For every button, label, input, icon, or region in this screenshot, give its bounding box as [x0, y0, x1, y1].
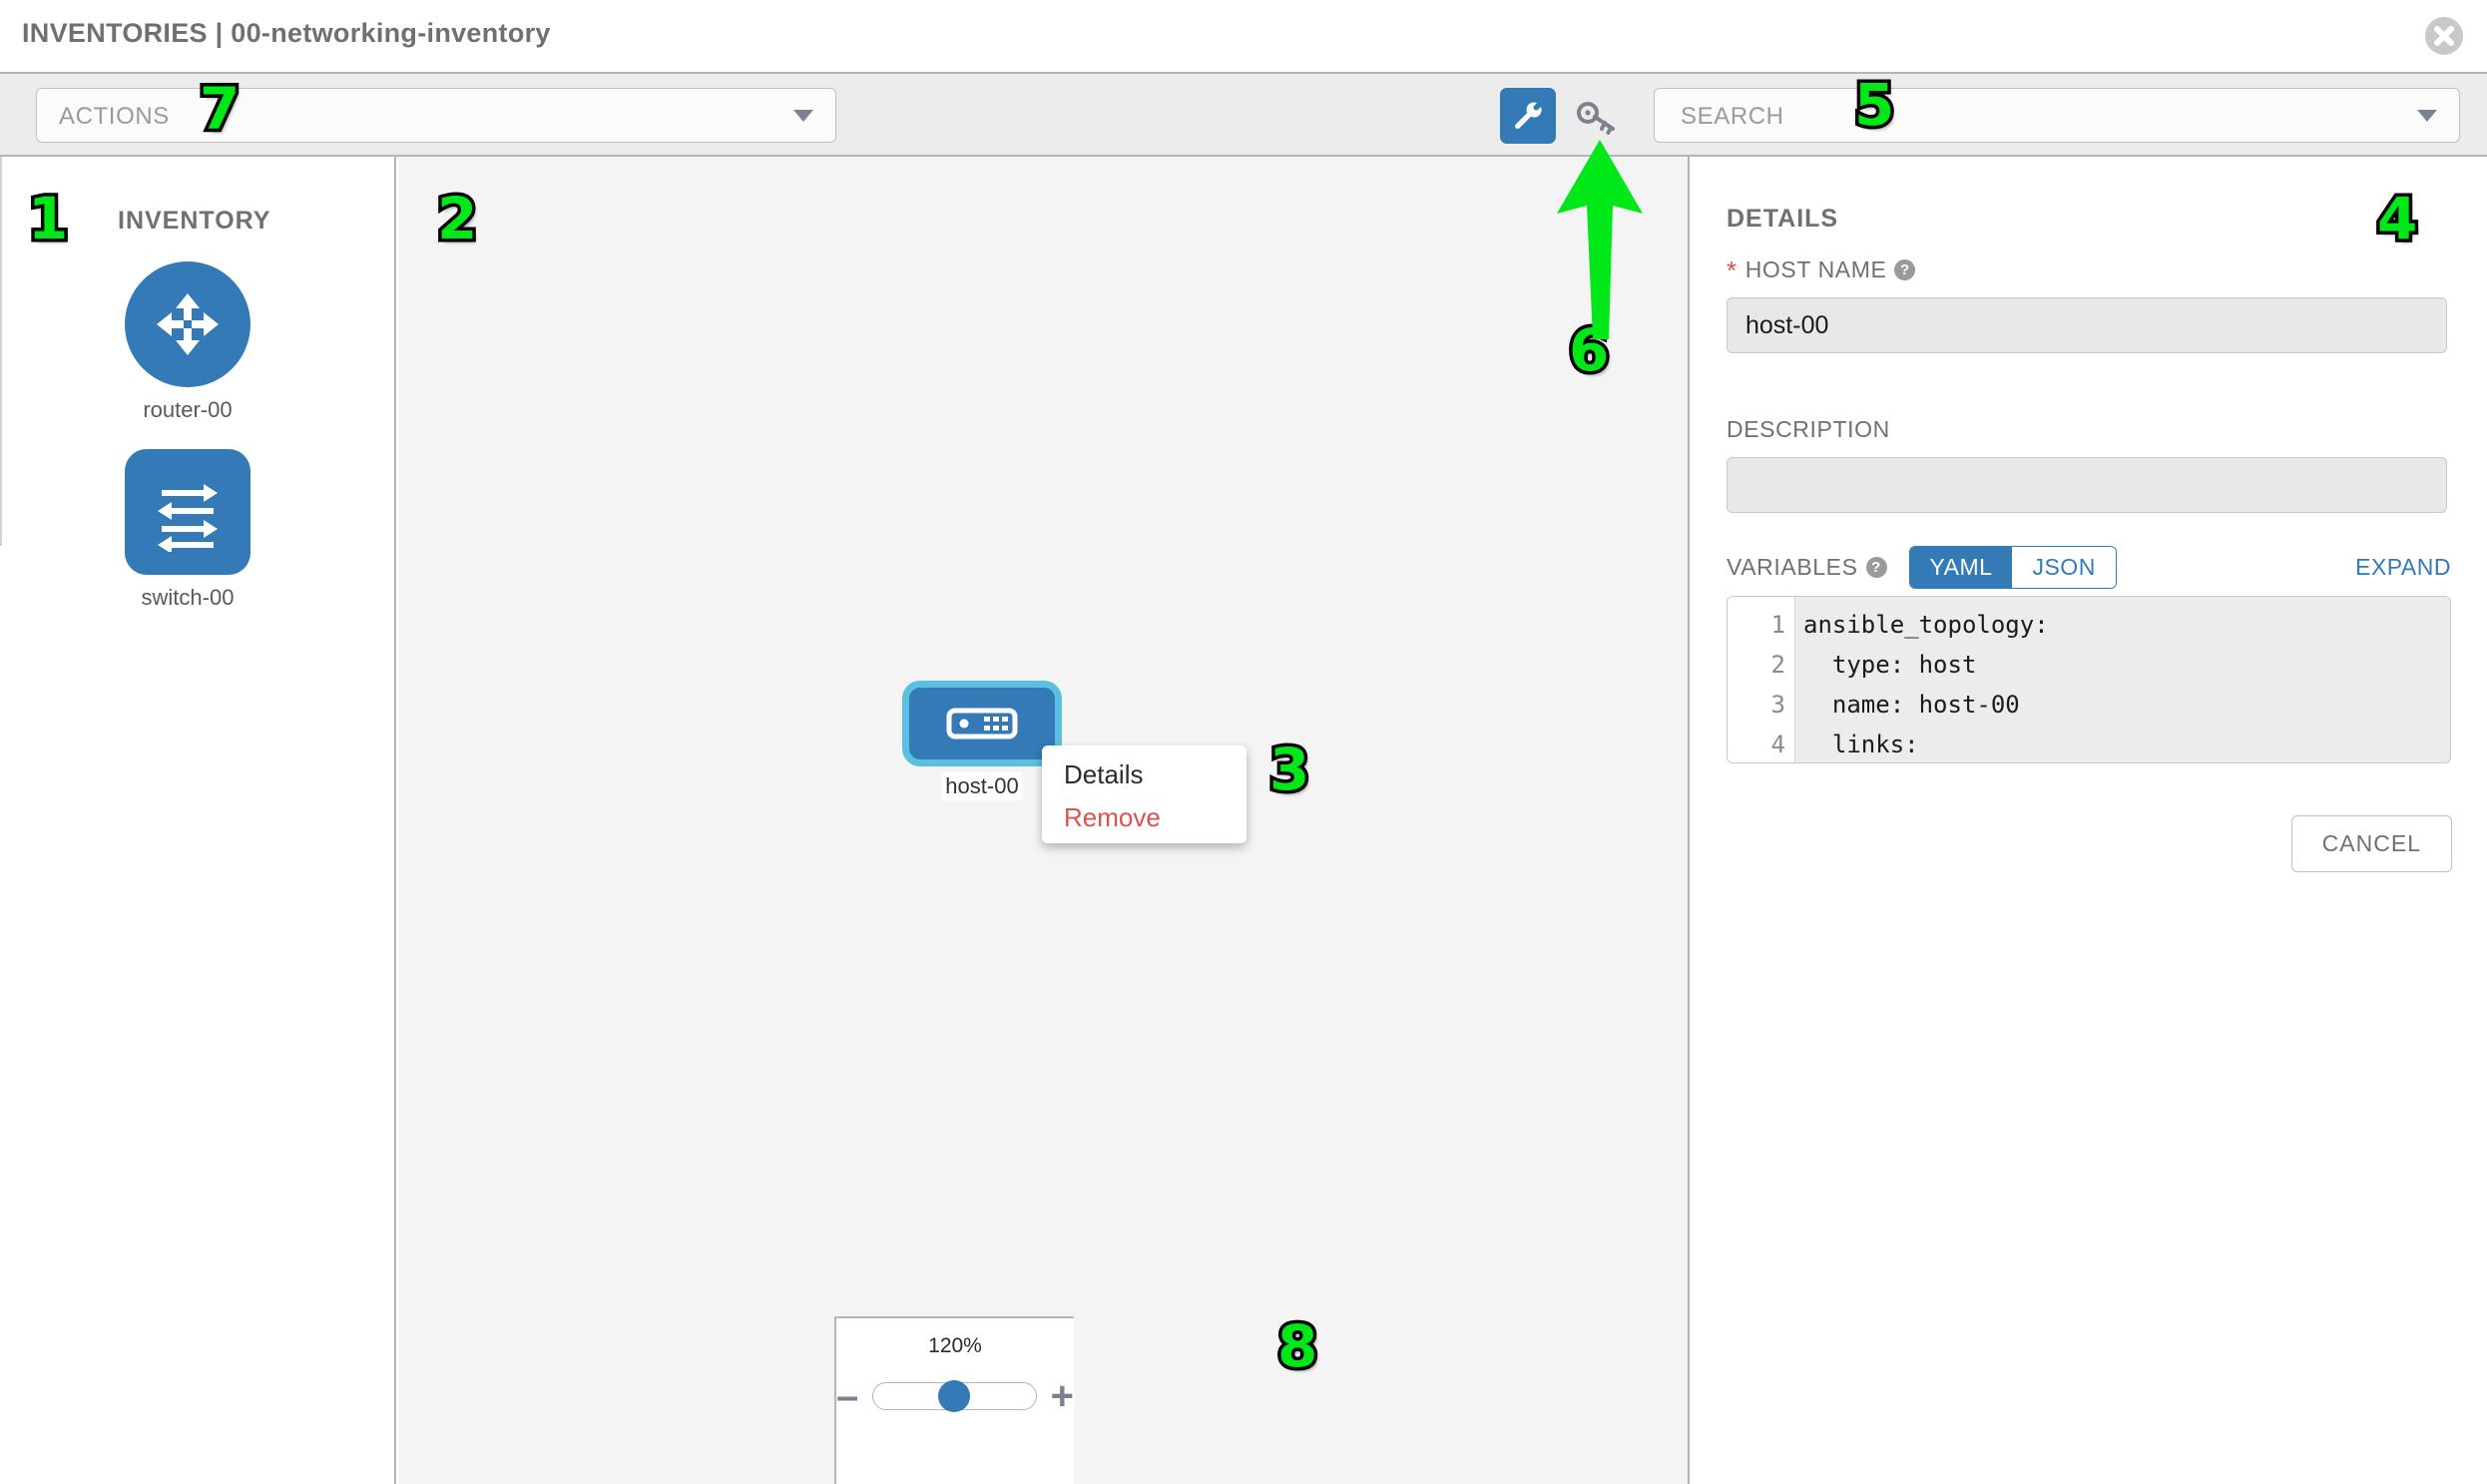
sidebar-item-router-00[interactable]: router-00 [62, 261, 313, 423]
variables-header: VARIABLES ? YAML JSON EXPAND [1727, 546, 2451, 589]
description-label: DESCRIPTION [1727, 416, 2447, 443]
search-placeholder-label: SEARCH [1681, 103, 1784, 130]
sidebar-item-label: router-00 [143, 397, 233, 422]
page-title: INVENTORIES | 00-networking-inventory [22, 18, 551, 48]
router-icon [125, 261, 250, 387]
zoom-in-button[interactable]: + [1050, 1374, 1074, 1418]
cancel-button[interactable]: CANCEL [2290, 815, 2452, 872]
search-field[interactable]: SEARCH [1654, 88, 2460, 143]
host-name-input[interactable] [1727, 297, 2447, 353]
chevron-down-icon [793, 109, 813, 122]
code-line: type: host [1803, 651, 1977, 679]
chevron-down-icon [2417, 109, 2437, 122]
details-panel: DETAILS * HOST NAME ? DESCRIPTION VARIAB… [1692, 157, 2487, 1484]
host-name-label-text: HOST NAME [1744, 256, 1887, 282]
host-name-field-group: * HOST NAME ? [1727, 256, 2447, 353]
line-number: 1 [1770, 611, 1785, 639]
code-line: links: [1803, 731, 1919, 758]
required-marker: * [1727, 254, 1738, 285]
details-heading: DETAILS [1727, 205, 1839, 233]
wrench-icon[interactable] [1500, 88, 1556, 144]
canvas-node-host-00[interactable]: host-00 [902, 681, 1062, 800]
code-line: ansible_topology: [1803, 611, 2049, 639]
tab-yaml[interactable]: YAML [1909, 547, 2013, 588]
sidebar-item-label: switch-00 [141, 585, 235, 610]
question-mark-icon[interactable]: ? [1865, 557, 1887, 578]
description-field-group: DESCRIPTION [1727, 416, 2447, 513]
key-icon[interactable] [1574, 98, 1620, 138]
editor-toolbar: ACTIONS SEARCH [0, 72, 2487, 157]
description-label-text: DESCRIPTION [1727, 416, 1890, 442]
switch-icon [125, 449, 250, 575]
actions-dropdown[interactable]: ACTIONS [36, 88, 836, 143]
close-icon[interactable] [2425, 17, 2463, 55]
description-input[interactable] [1727, 457, 2447, 513]
variables-label-text: VARIABLES [1727, 554, 1858, 580]
window-title-bar: INVENTORIES | 00-networking-inventory [0, 0, 2487, 72]
context-menu-details[interactable]: Details [1064, 759, 1144, 789]
context-menu-remove[interactable]: Remove [1064, 802, 1161, 832]
line-number: 3 [1770, 691, 1785, 719]
zoom-slider-thumb[interactable] [938, 1380, 971, 1412]
actions-dropdown-label: ACTIONS [59, 103, 170, 130]
variables-format-toggle: YAML JSON [1908, 546, 2117, 589]
code-content[interactable]: ansible_topology: type: host name: host-… [1795, 597, 2450, 762]
tab-json[interactable]: JSON [2012, 547, 2116, 588]
topology-canvas[interactable]: host-00 Details Remove 120% – + [398, 157, 1690, 1484]
sidebar-heading: INVENTORY [118, 207, 271, 235]
inventory-sidebar: INVENTORY router-00 [0, 157, 396, 1484]
node-context-menu: Details Remove [1042, 745, 1246, 843]
variables-label: VARIABLES ? [1727, 554, 1887, 581]
sidebar-item-switch-00[interactable]: switch-00 [62, 449, 313, 611]
server-icon [902, 681, 1062, 766]
code-line-numbers: 1 2 3 4 5 6 7 [1728, 597, 1795, 762]
zoom-slider[interactable] [872, 1380, 1037, 1412]
zoom-percent-label: 120% [928, 1334, 982, 1357]
code-line: name: host-00 [1803, 691, 2020, 719]
line-number: 4 [1770, 731, 1785, 758]
host-name-label: * HOST NAME ? [1727, 256, 2447, 283]
question-mark-icon[interactable]: ? [1894, 259, 1916, 280]
zoom-control: 120% – + [834, 1316, 1074, 1484]
sidebar-divider [0, 157, 2, 546]
variables-code-editor[interactable]: 1 2 3 4 5 6 7 ansible_topology: type: ho… [1727, 596, 2451, 763]
line-number: 2 [1770, 651, 1785, 679]
expand-link[interactable]: EXPAND [2355, 554, 2451, 580]
zoom-out-button[interactable]: – [836, 1374, 859, 1418]
canvas-node-label: host-00 [941, 772, 1023, 800]
